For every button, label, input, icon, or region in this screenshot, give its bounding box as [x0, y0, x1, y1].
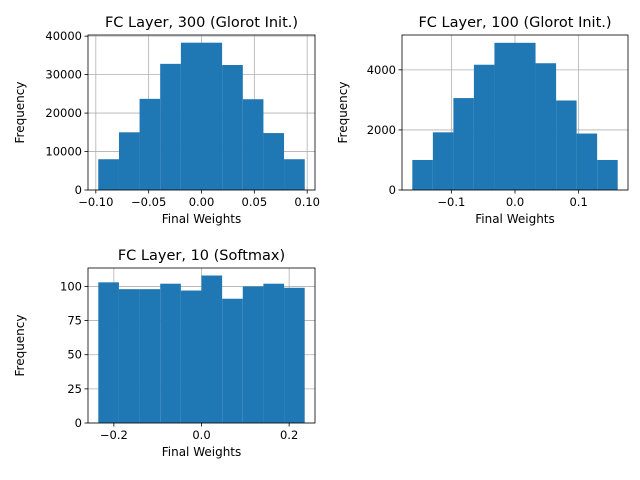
x-tick-label: 0.05 — [242, 195, 268, 209]
x-axis-label: Final Weights — [162, 445, 242, 459]
histogram-bar — [160, 283, 181, 423]
y-tick-label: 4000 — [367, 63, 396, 77]
y-axis-label: Frequency — [336, 82, 350, 144]
histogram-bar — [412, 159, 433, 190]
subplot-fc-100: −0.1 0.0 0.1 0 2000 4000 FC Layer, 100 (Glor… — [336, 15, 629, 226]
x-tick-label: 0.00 — [189, 195, 215, 209]
subplot-title: FC Layer, 100 (Glorot Init.) — [418, 15, 611, 31]
histogram-bar — [180, 42, 202, 190]
histogram-bar — [98, 282, 119, 423]
histogram-bars — [412, 42, 618, 191]
y-axis-label: Frequency — [13, 82, 27, 144]
y-tick-label: 20000 — [45, 106, 82, 120]
y-tick-label: 30000 — [45, 68, 82, 82]
histogram-bar — [473, 64, 495, 190]
histogram-bar — [576, 133, 598, 190]
x-tick-label: 0.0 — [506, 195, 524, 209]
histogram-bar — [597, 159, 618, 190]
histogram-bar — [284, 287, 305, 423]
histogram-bar — [139, 289, 161, 423]
histogram-bar — [160, 63, 181, 190]
x-tick-label: −0.2 — [100, 428, 128, 442]
x-tick-label: −0.1 — [437, 195, 465, 209]
histogram-bar — [118, 132, 140, 190]
histogram-bar — [284, 159, 305, 190]
subplot-fc-10-softmax: −0.2 0.0 0.2 0 25 50 75 100 FC Layer, 10 (Soft… — [13, 248, 316, 459]
histogram-bars — [98, 42, 305, 190]
x-tick-label: −0.10 — [78, 195, 113, 209]
histogram-bar — [432, 132, 454, 190]
histogram-bar — [139, 98, 161, 190]
x-axis-ticks: −0.10 −0.05 0.00 0.05 0.10 — [78, 190, 320, 209]
subplot-title: FC Layer, 300 (Glorot Init.) — [105, 15, 298, 31]
y-tick-label: 40000 — [45, 29, 82, 43]
y-tick-label: 2000 — [367, 123, 396, 137]
histogram-bar — [201, 275, 223, 423]
histogram-bar — [556, 100, 577, 190]
subplot-title: FC Layer, 10 (Softmax) — [118, 248, 285, 264]
y-axis-label: Frequency — [13, 315, 27, 377]
y-tick-label: 0 — [389, 183, 396, 197]
histogram-bar — [453, 98, 474, 190]
histogram-bar — [201, 42, 223, 190]
histogram-bar — [263, 133, 285, 190]
x-tick-label: 0.2 — [280, 428, 298, 442]
x-tick-label: 0.10 — [294, 195, 320, 209]
histogram-bar — [515, 42, 536, 191]
y-axis-ticks: 0 25 50 75 100 — [60, 279, 88, 430]
y-tick-label: 0 — [75, 416, 82, 430]
histogram-bar — [98, 159, 119, 190]
histogram-bar — [535, 63, 557, 190]
histogram-bar — [118, 289, 140, 423]
y-tick-label: 100 — [60, 279, 82, 293]
histogram-bar — [242, 286, 264, 423]
x-axis-ticks: −0.1 0.0 0.1 — [437, 190, 588, 209]
histogram-bars — [98, 275, 305, 423]
y-tick-label: 0 — [75, 183, 82, 197]
x-tick-label: −0.05 — [131, 195, 166, 209]
histogram-bar — [494, 42, 515, 191]
histogram-bar — [263, 283, 285, 423]
x-tick-label: 0.1 — [569, 195, 587, 209]
y-axis-ticks: 0 2000 4000 — [367, 63, 402, 197]
histogram-bar — [222, 65, 243, 190]
histogram-bar — [242, 99, 264, 190]
histogram-bar — [180, 290, 202, 423]
subplot-fc-300: −0.10 −0.05 0.00 0.05 0.10 0 10000 20000 30000 4… — [13, 15, 320, 226]
x-axis-label: Final Weights — [162, 212, 242, 226]
histogram-bar — [222, 298, 243, 423]
y-tick-label: 50 — [67, 348, 82, 362]
y-tick-label: 25 — [67, 382, 82, 396]
y-tick-label: 75 — [67, 314, 82, 328]
y-tick-label: 10000 — [45, 145, 82, 159]
y-axis-ticks: 0 10000 20000 30000 40000 — [45, 29, 88, 197]
x-tick-label: 0.0 — [192, 428, 210, 442]
x-axis-label: Final Weights — [475, 212, 555, 226]
x-axis-ticks: −0.2 0.0 0.2 — [100, 423, 298, 442]
